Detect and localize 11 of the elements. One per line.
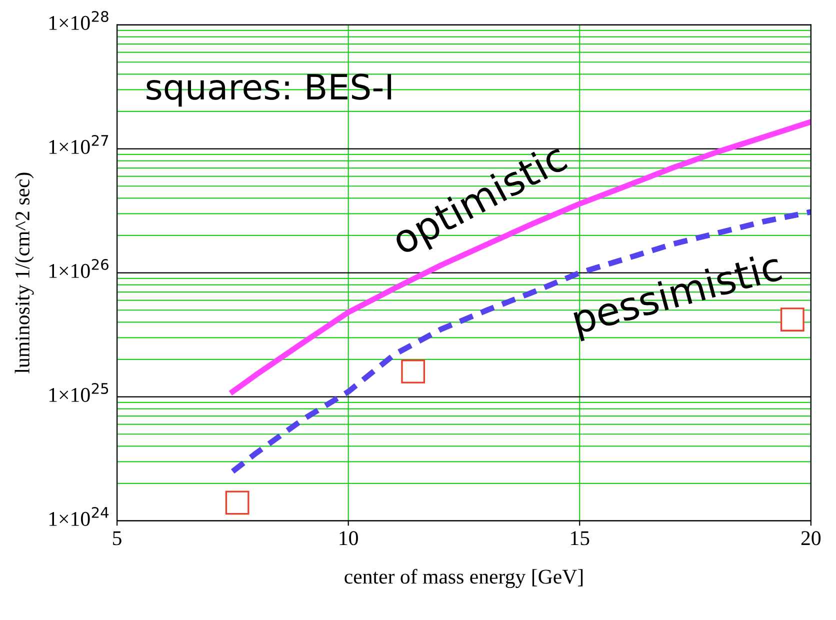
x-tick-label: 10: [340, 531, 358, 546]
y-axis-title: luminosity 1/(cm^2 sec): [14, 172, 34, 374]
y-tick-label: 1×10$^{27}$: [49, 134, 108, 154]
x-tick-label: 5: [113, 531, 122, 546]
x-axis-title: center of mass energy [GeV]: [344, 568, 583, 588]
y-tick-label: 1×10$^{28}$: [49, 10, 108, 30]
y-tick-label: 1×10$^{25}$: [49, 382, 108, 402]
x-tick-label: 15: [571, 531, 590, 546]
y-tick-label: 1×10$^{26}$: [49, 258, 108, 278]
x-tick-label: 20: [801, 531, 821, 546]
y-tick-label: 1×10$^{24}$: [49, 506, 109, 526]
